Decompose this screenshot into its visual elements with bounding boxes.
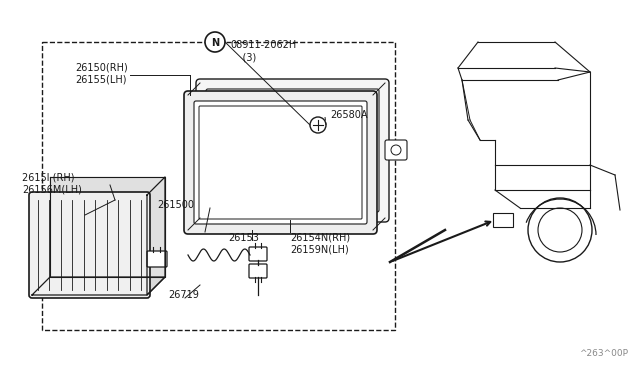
Circle shape bbox=[310, 117, 326, 133]
FancyBboxPatch shape bbox=[147, 251, 167, 267]
FancyBboxPatch shape bbox=[184, 91, 377, 234]
FancyBboxPatch shape bbox=[206, 89, 379, 212]
Text: 26719: 26719 bbox=[168, 290, 199, 300]
Text: 26150(RH)
26155(LH): 26150(RH) 26155(LH) bbox=[75, 62, 128, 84]
Polygon shape bbox=[50, 177, 165, 277]
FancyBboxPatch shape bbox=[385, 140, 407, 160]
FancyBboxPatch shape bbox=[213, 96, 372, 205]
FancyBboxPatch shape bbox=[194, 101, 367, 224]
Text: N: N bbox=[211, 38, 219, 48]
FancyBboxPatch shape bbox=[196, 79, 389, 222]
FancyBboxPatch shape bbox=[29, 192, 150, 298]
Bar bbox=[42, 42, 395, 330]
FancyBboxPatch shape bbox=[249, 247, 267, 261]
FancyBboxPatch shape bbox=[199, 106, 362, 219]
Text: 26580A: 26580A bbox=[330, 110, 367, 120]
Text: 26153: 26153 bbox=[228, 233, 259, 243]
Text: 2615l (RH)
26156M(LH): 2615l (RH) 26156M(LH) bbox=[22, 172, 82, 195]
Circle shape bbox=[205, 32, 225, 52]
Text: ^263^00P: ^263^00P bbox=[579, 349, 628, 358]
Text: 26154N(RH)
26159N(LH): 26154N(RH) 26159N(LH) bbox=[290, 232, 350, 254]
Text: 261500: 261500 bbox=[157, 200, 194, 210]
Polygon shape bbox=[147, 177, 165, 295]
FancyBboxPatch shape bbox=[249, 264, 267, 278]
Polygon shape bbox=[32, 277, 165, 295]
Text: 08911-2062H
    (3): 08911-2062H (3) bbox=[230, 40, 296, 62]
